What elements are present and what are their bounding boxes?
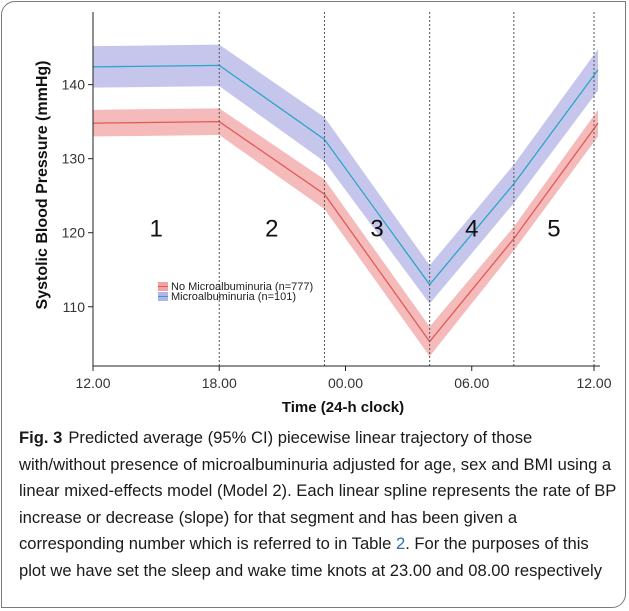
x-tick-label: 06.00 [454, 375, 489, 391]
y-axis-label: Systolic Blood Pressure (mmHg) [34, 61, 51, 310]
trajectory-lines [92, 64, 599, 343]
x-axis-label: Time (24-h clock) [282, 399, 404, 416]
figure-caption: Fig. 3 Predicted average (95% CI) piecewi… [19, 425, 619, 584]
ci-band-2 [93, 44, 598, 304]
legend-label-2: Microalbuminuria (n=101) [171, 291, 296, 303]
figure-label: Fig. 3 [19, 428, 63, 447]
x-tick-label: 00.00 [328, 375, 363, 391]
caption-text-before: Predicted average (95% CI) piecewise lin… [19, 428, 617, 553]
segment-label-5: 5 [547, 215, 560, 242]
segment-label-2: 2 [265, 215, 278, 242]
caption-text-after: . For the purposes of this plot we have … [19, 534, 602, 580]
segment-label-1: 1 [149, 215, 162, 242]
y-tick-label: 130 [62, 151, 86, 167]
trajectory-chart: 110 120 130 140 12.00 18.00 00.00 06.00 12.00 1 2… [34, 12, 612, 416]
segment-label-3: 3 [370, 215, 383, 242]
legend-label-1: No Microalbuminuria (n=777) [171, 281, 313, 293]
series-line-2 [92, 64, 599, 286]
y-tick-label: 110 [63, 299, 86, 315]
y-tick-label: 120 [62, 225, 86, 241]
table-link[interactable]: 2 [395, 534, 406, 553]
segment-label-4: 4 [465, 215, 478, 242]
ci-band-1 [93, 108, 598, 357]
x-tick-label: 12.00 [576, 375, 611, 391]
x-tick-label: 18.00 [202, 375, 237, 391]
series-line-1 [92, 121, 599, 343]
y-tick-label: 140 [62, 77, 86, 93]
knot-lines [218, 12, 595, 366]
axes: 110 120 130 140 12.00 18.00 00.00 06.00 12.00 [62, 12, 612, 391]
segment-labels: 1 2 3 4 5 [149, 215, 560, 242]
x-tick-label: 12.00 [75, 375, 110, 391]
ci-bands [93, 44, 598, 357]
legend: No Microalbuminuria (n=777)Microalbuminu… [158, 281, 313, 303]
